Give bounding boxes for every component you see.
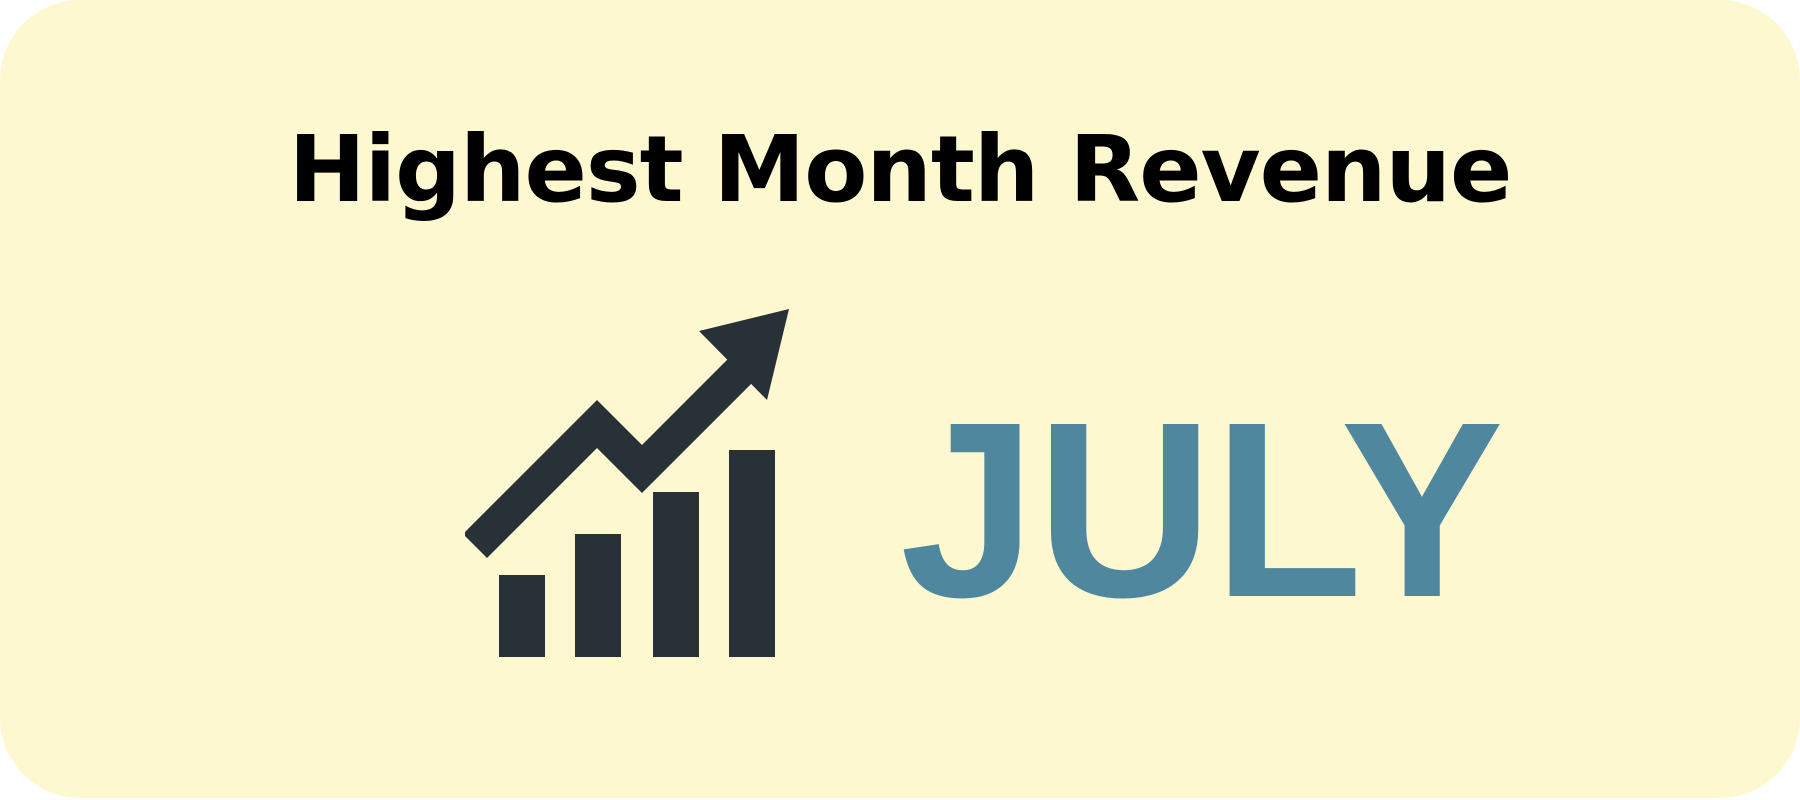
icon-trend-line <box>465 343 768 559</box>
month-name: JULY <box>900 385 1504 635</box>
icon-bar-4 <box>729 450 775 657</box>
card-title: Highest Month Revenue <box>288 116 1513 223</box>
icon-arrow-head <box>699 309 789 400</box>
icon-bar-1 <box>499 575 545 657</box>
bar-chart-growth-arrow-icon <box>465 305 795 665</box>
icon-bar-3 <box>653 492 699 657</box>
icon-bar-2 <box>575 534 621 657</box>
month-label: JULY <box>900 370 1504 649</box>
